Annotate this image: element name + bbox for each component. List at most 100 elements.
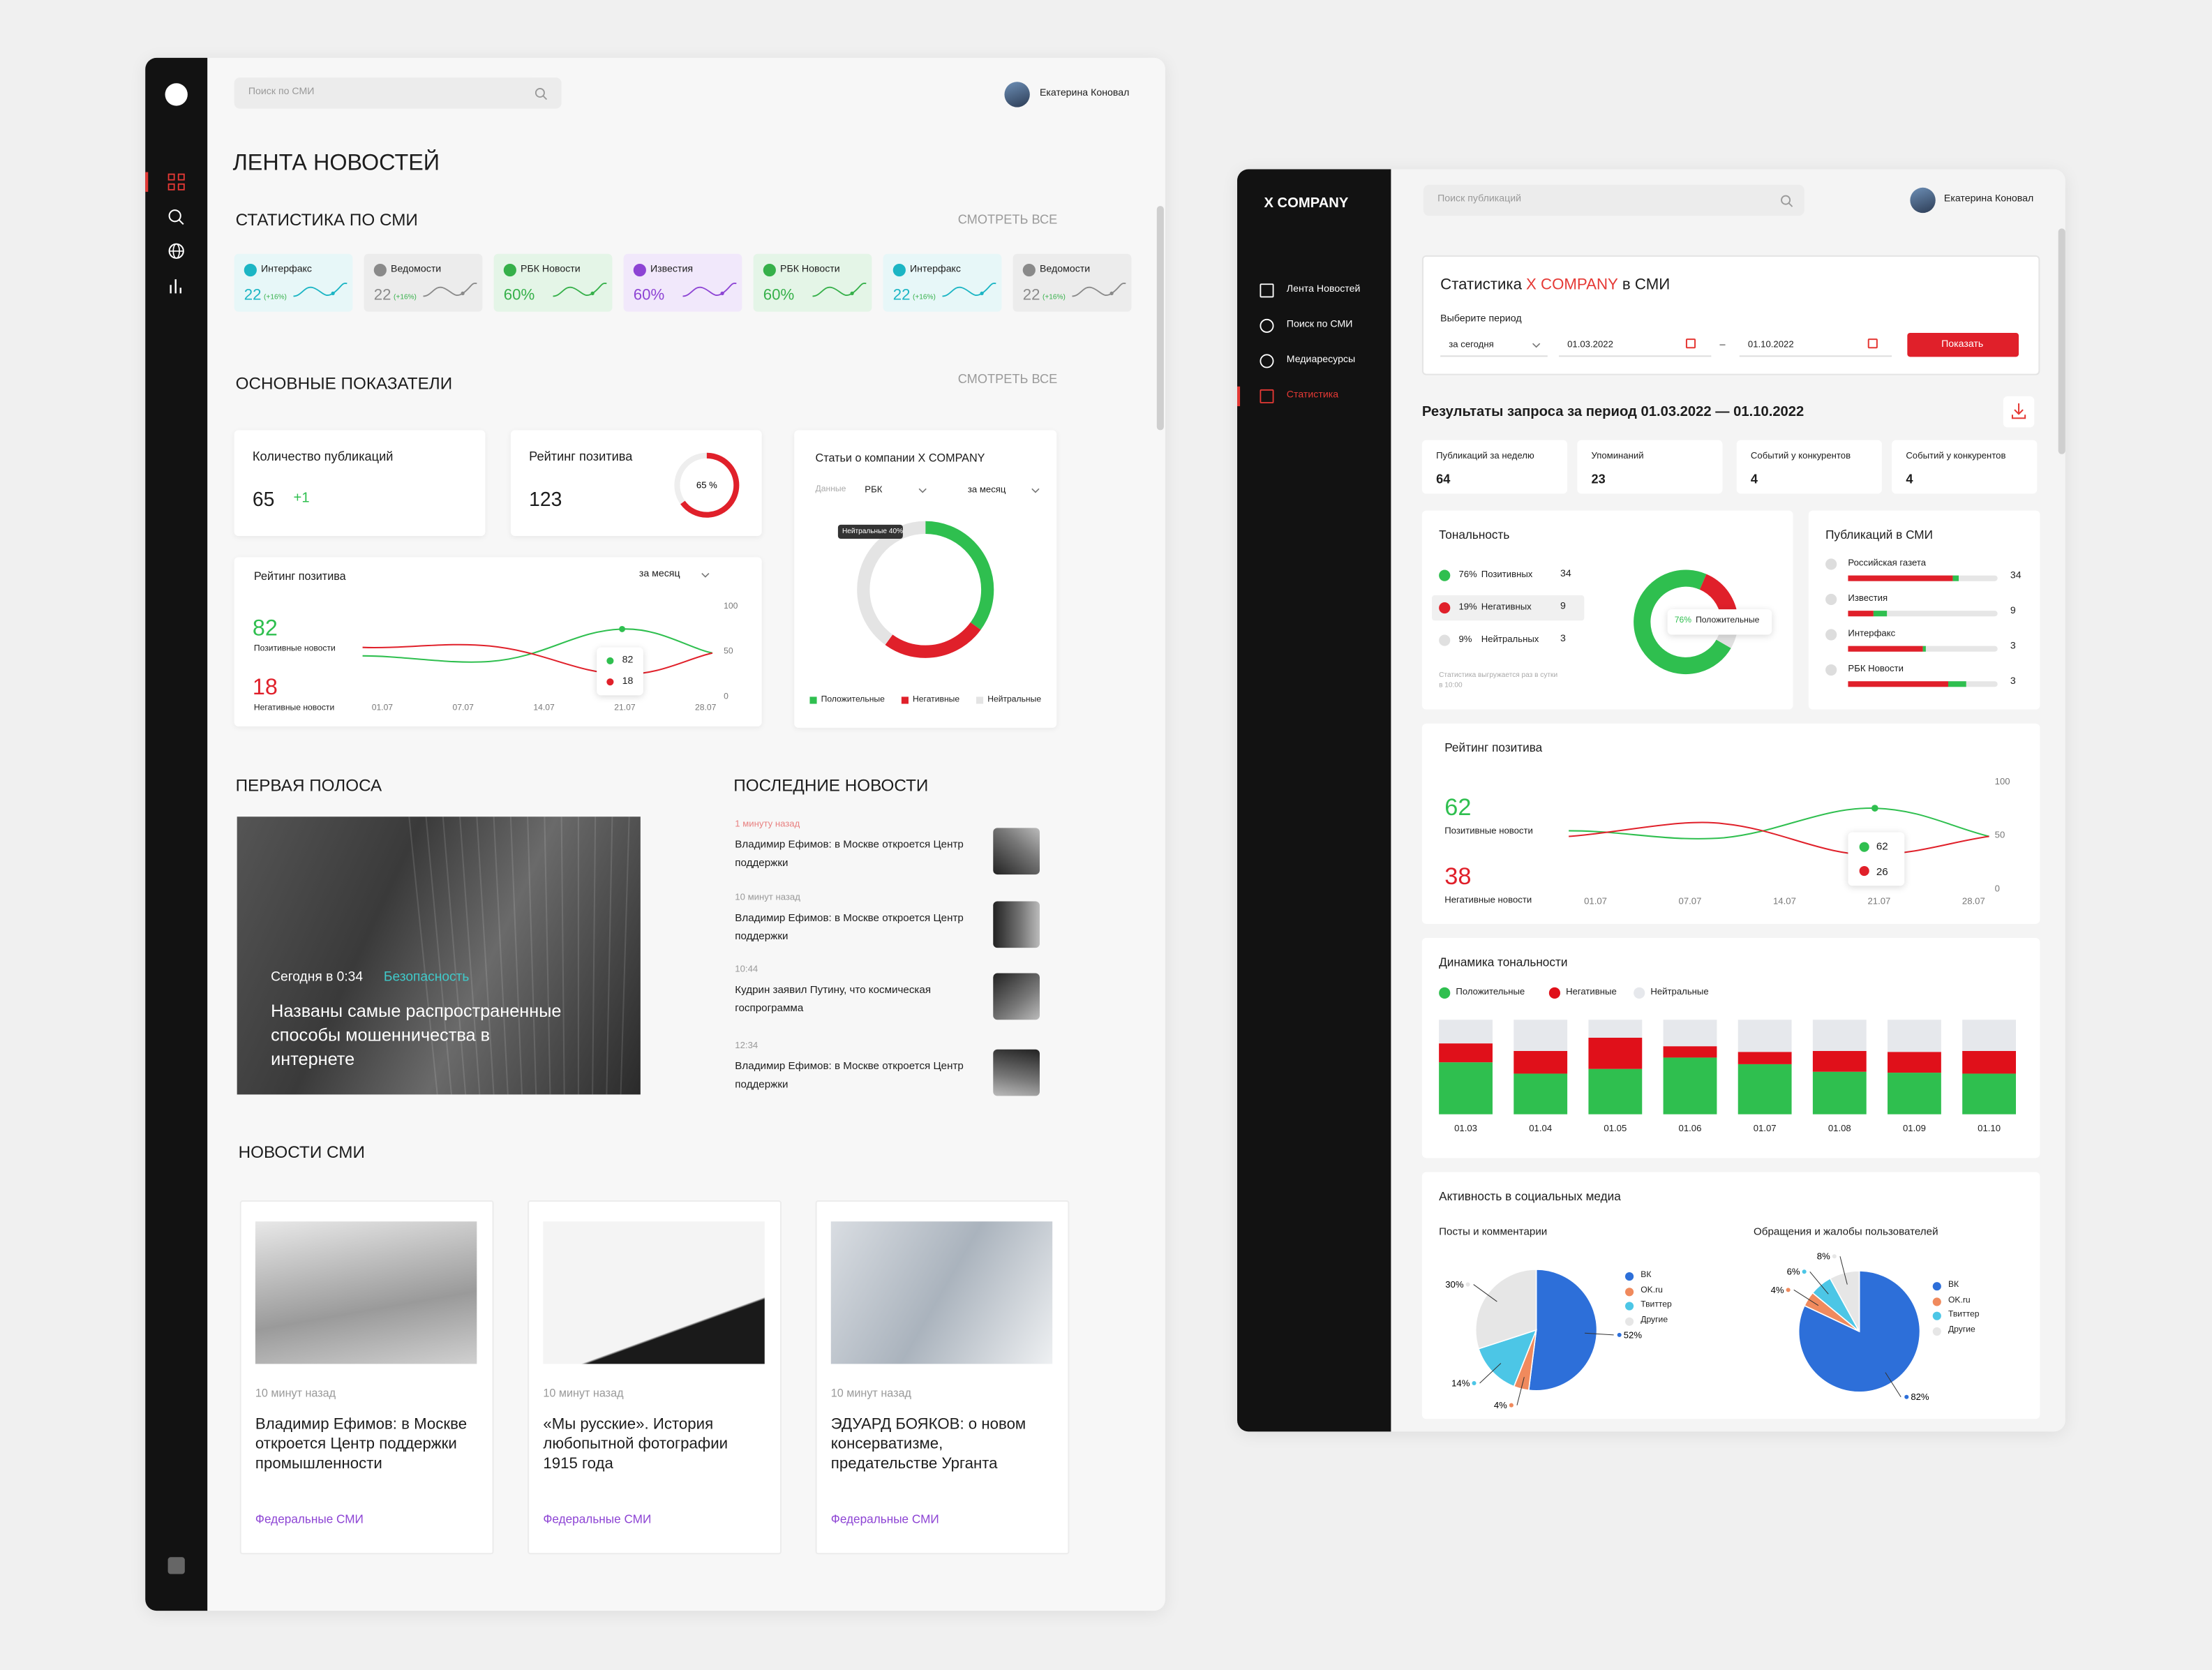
legend-dot [1439, 602, 1451, 614]
leader-line [1839, 1256, 1848, 1285]
nav-item[interactable]: Лента Новостей [1286, 284, 1361, 295]
tooltip [1667, 609, 1772, 635]
x-tick-label: 01.06 [1678, 1124, 1702, 1135]
legend-label: Негативные [1566, 987, 1617, 998]
legend-swatch [809, 696, 817, 704]
news-time: 10 минут назад [255, 1387, 336, 1400]
icon-frame [1260, 354, 1274, 368]
leader-line [1585, 1332, 1614, 1336]
card-title: Активность в социальных медиа [1439, 1188, 1621, 1203]
news-thumbnail [993, 901, 1040, 948]
submit-button[interactable] [1907, 332, 2019, 357]
positive-line [1569, 807, 1989, 840]
media-count: 3 [2010, 676, 2016, 687]
media-card[interactable] [753, 253, 872, 312]
arrow [2011, 403, 2026, 419]
bar-negative [1848, 611, 1874, 617]
donut-segment [1634, 569, 1738, 675]
media-card[interactable] [234, 253, 353, 312]
chevron-icon [918, 488, 927, 493]
news-thumbnail [993, 1049, 1040, 1096]
kpi-value: 64 [1436, 472, 1451, 486]
news-tag[interactable]: Федеральные СМИ [543, 1512, 652, 1526]
media-logo [763, 263, 776, 277]
chevron [1031, 488, 1040, 493]
search-input[interactable] [1423, 184, 1804, 216]
sparkline [1072, 283, 1126, 297]
nav-item[interactable]: Медиаресурсы [1286, 355, 1356, 366]
media-card[interactable] [493, 253, 613, 312]
expand-button[interactable] [167, 1557, 185, 1574]
news-time: 10 минут назад [830, 1387, 911, 1400]
note: Статистика выгружается раз в сутки в 10:… [1439, 671, 1558, 690]
source-select[interactable]: РБК [865, 485, 883, 495]
sparkline-path [293, 283, 348, 297]
legend-label: OK.ru [1641, 1286, 1663, 1295]
date-value: 01.10.2022 [1747, 340, 1794, 350]
kpi-card [1577, 440, 1723, 494]
x-tick-label: 01.07 [1584, 897, 1608, 907]
media-change: (+16%) [913, 293, 936, 302]
building-line [592, 817, 597, 1095]
icon-cell [177, 183, 185, 191]
period-select[interactable] [1440, 334, 1548, 357]
sparkline-path [942, 283, 996, 297]
slice-label: 82% [1911, 1392, 1929, 1402]
date-input[interactable] [1558, 334, 1712, 357]
media-card[interactable] [364, 253, 483, 312]
news-title[interactable]: Владимир Ефимов: в Москве откроется Цент… [735, 837, 964, 868]
download-icon [2011, 403, 2026, 419]
media-card[interactable] [623, 253, 742, 312]
date-value: 01.03.2022 [1567, 340, 1613, 350]
search-input[interactable] [234, 77, 562, 109]
avatar[interactable] [1004, 82, 1030, 107]
see-all-link[interactable]: СМОТРЕТЬ ВСЕ [957, 371, 1058, 386]
row-highlight [1432, 595, 1585, 621]
y-tick-label: 50 [1994, 830, 2005, 841]
news-title[interactable]: Владимир Ефимов: в Москве откроется Цент… [735, 911, 964, 942]
legend-dot [1624, 1316, 1634, 1325]
bar-segment [1588, 1037, 1643, 1069]
bar-segment [1888, 1020, 1941, 1052]
see-all-link[interactable]: СМОТРЕТЬ ВСЕ [957, 212, 1058, 227]
legend-swatch [901, 696, 909, 704]
tooltip [597, 647, 643, 696]
media-card[interactable] [1012, 253, 1132, 312]
sparkline-path [553, 283, 607, 297]
news-tag[interactable]: Федеральные СМИ [830, 1512, 939, 1526]
news-title[interactable]: Владимир Ефимов: в Москве откроется Цент… [735, 1059, 964, 1090]
bar-segment [1439, 1043, 1493, 1063]
hero-building [408, 817, 630, 1095]
hero-news[interactable] [237, 817, 641, 1095]
legend-label: ВК [1641, 1271, 1652, 1280]
date-input[interactable] [1739, 334, 1892, 357]
news-tag[interactable]: Федеральные СМИ [255, 1512, 364, 1526]
positive-value: 62 [1444, 793, 1472, 821]
nav-item[interactable]: Поиск по СМИ [1286, 320, 1353, 330]
hero-tag[interactable]: Безопасность [383, 969, 470, 985]
nav-item[interactable]: Статистика [1286, 390, 1339, 401]
media-icon [1825, 558, 1837, 570]
kpi-label: Событий у конкурентов [1906, 451, 2006, 462]
tooltip-value: 18 [622, 676, 634, 687]
metric-value: 65 [252, 487, 275, 510]
legend-dot [1624, 1287, 1634, 1296]
icon-frame [1260, 318, 1274, 333]
news-time: 10 минут назад [543, 1387, 624, 1400]
avatar[interactable] [1910, 187, 1936, 214]
sparkline [812, 283, 867, 297]
ring-label: 65 % [696, 479, 717, 490]
tooltip [837, 524, 903, 539]
period-select[interactable]: за месяц [638, 569, 680, 580]
news-title[interactable]: Кудрин заявил Путину, что космическая го… [735, 983, 932, 1014]
media-value: 60% [503, 287, 535, 304]
legend-label: ВК [1948, 1281, 1959, 1290]
scrollbar [2058, 228, 2065, 454]
legend-dot [1932, 1311, 1941, 1320]
period-select[interactable]: за месяц [967, 485, 1006, 495]
percent-label: 76% [1458, 569, 1477, 580]
bar-segment [1588, 1020, 1643, 1038]
media-card[interactable] [883, 253, 1002, 312]
percent-label: 9% [1458, 634, 1472, 645]
media-change: (+16%) [264, 293, 287, 302]
